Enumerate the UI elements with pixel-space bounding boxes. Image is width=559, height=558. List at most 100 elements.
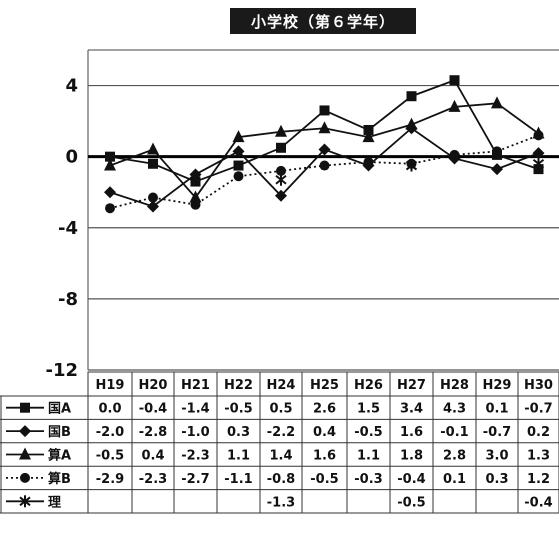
data-label: 1.3	[527, 449, 550, 464]
data-point	[148, 158, 158, 169]
data-label: -1.1	[224, 472, 252, 487]
data-point	[532, 147, 545, 160]
data-point	[232, 145, 245, 158]
data-label: -0.4	[397, 472, 425, 487]
data-label: 0.0	[98, 402, 121, 417]
data-label: -2.7	[181, 472, 209, 487]
data-label: 1.8	[400, 449, 423, 464]
data-label: 1.2	[527, 472, 550, 487]
x-tick-label: H21	[181, 378, 210, 393]
data-point	[233, 171, 244, 182]
data-point	[19, 425, 31, 438]
data-point	[190, 199, 201, 210]
x-tick-label: H25	[310, 378, 339, 393]
legend-label: 理	[48, 495, 61, 510]
data-point	[232, 130, 245, 143]
legend-label: 国A	[48, 402, 71, 417]
data-point	[405, 117, 418, 130]
x-tick-label: H19	[96, 378, 125, 393]
data-point	[20, 402, 30, 413]
data-point	[491, 163, 503, 176]
data-label: -0.1	[440, 425, 468, 440]
data-point	[448, 99, 461, 112]
data-label: 0.5	[269, 402, 292, 417]
data-label: -0.7	[524, 402, 552, 417]
data-label: 3.4	[400, 402, 423, 417]
data-point	[363, 125, 374, 135]
data-point	[233, 160, 244, 171]
data-point	[319, 160, 330, 171]
data-label: -1.0	[181, 425, 209, 440]
data-label: -0.5	[96, 449, 124, 464]
data-label: 4.3	[443, 402, 466, 417]
y-tick-label: 4	[65, 76, 78, 97]
data-label: -0.5	[397, 495, 425, 510]
data-label: -2.9	[96, 472, 124, 487]
data-point	[275, 189, 287, 202]
legend-label: 算A	[48, 448, 71, 464]
x-tick-label: H22	[224, 378, 253, 393]
x-tick-label: H30	[524, 378, 553, 393]
data-point	[147, 200, 159, 213]
data-point	[319, 105, 330, 116]
legend-label: 算B	[48, 471, 71, 487]
data-label: -2.3	[181, 449, 209, 464]
data-label: -0.3	[354, 472, 382, 487]
data-label: -0.7	[483, 425, 511, 440]
y-tick-label: -8	[58, 289, 78, 310]
data-point	[533, 130, 544, 141]
table-header-row	[87, 371, 559, 397]
y-tick-label: -12	[45, 360, 78, 381]
data-point	[318, 143, 331, 156]
data-point	[105, 203, 115, 214]
x-tick-label: H26	[354, 378, 383, 393]
legend-label: 国B	[48, 425, 71, 440]
x-tick-label: H20	[139, 378, 168, 393]
data-point	[449, 75, 460, 86]
data-label: 1.4	[269, 449, 292, 464]
data-label: 1.6	[400, 425, 423, 440]
data-point	[148, 192, 158, 203]
data-point	[19, 447, 31, 460]
x-tick-label: H24	[267, 378, 296, 393]
data-label: -0.8	[267, 472, 295, 487]
x-tick-label: H28	[440, 378, 469, 393]
data-point	[275, 173, 287, 186]
data-label: -2.8	[139, 425, 167, 440]
chart-title: 小学校（第６学年）	[230, 8, 416, 34]
data-label: -1.3	[267, 495, 295, 510]
data-point	[362, 130, 375, 143]
data-label: 0.4	[141, 449, 164, 464]
data-label: -0.5	[224, 402, 252, 417]
data-point	[492, 146, 502, 157]
data-point	[19, 495, 31, 508]
data-label: 1.5	[357, 402, 380, 417]
data-point	[105, 151, 115, 162]
data-label: 1.1	[227, 449, 250, 464]
data-label: 0.3	[485, 472, 508, 487]
data-label: -1.4	[181, 402, 209, 417]
data-point	[532, 157, 545, 170]
y-tick-label: -4	[58, 218, 78, 239]
data-point	[104, 186, 116, 199]
data-label: 2.6	[313, 402, 336, 417]
data-label: 3.0	[485, 449, 508, 464]
data-label: -2.0	[96, 425, 124, 440]
data-label: 0.3	[227, 425, 250, 440]
data-point	[449, 149, 460, 160]
data-point	[318, 121, 331, 134]
data-point	[20, 472, 30, 483]
y-tick-label: 0	[65, 147, 78, 168]
data-point	[406, 91, 417, 102]
data-point	[276, 142, 286, 153]
data-label: -0.5	[354, 425, 382, 440]
data-label: 0.1	[443, 472, 466, 487]
data-point	[190, 176, 201, 187]
data-point	[405, 159, 418, 172]
data-point	[363, 157, 374, 167]
data-point	[104, 158, 116, 171]
data-label: -2.2	[267, 425, 295, 440]
data-label: -0.4	[139, 402, 167, 417]
